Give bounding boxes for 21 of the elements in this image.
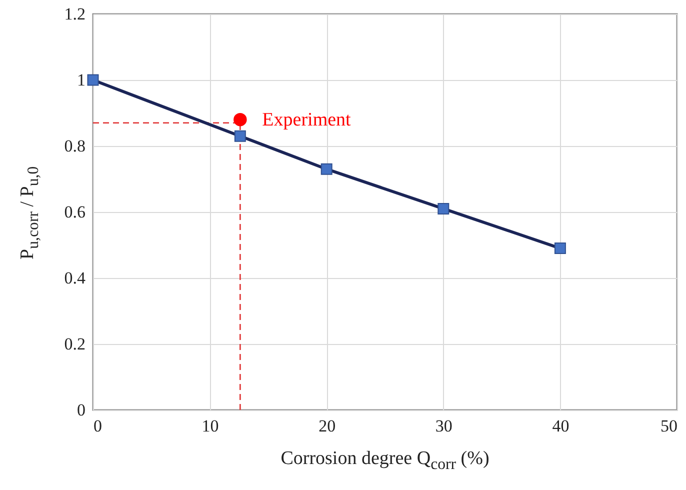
point — [554, 242, 566, 254]
point — [87, 74, 99, 86]
point — [234, 130, 246, 142]
y-tick-label: 0.8 — [64, 136, 86, 156]
point — [438, 202, 450, 214]
y-tick-label: 1.2 — [64, 4, 86, 24]
x-tick-label: 20 — [318, 416, 336, 436]
x-axis-title: Corrosion degree Q$_{corr}$ (%) — [280, 448, 490, 474]
x-tick-label: 50 — [660, 416, 678, 436]
y-tick-label: 0.4 — [64, 268, 86, 288]
series-label: Experiment — [262, 110, 352, 131]
x-tick-label: 40 — [552, 416, 570, 436]
point — [234, 112, 247, 126]
point — [320, 163, 332, 175]
y-tick-label: 0 — [77, 400, 86, 420]
x-tick-label: 0 — [94, 416, 102, 436]
x-tick-label: 10 — [202, 416, 219, 436]
y-tick-label: 0.2 — [64, 334, 86, 354]
y-tick-label: 1 — [77, 70, 86, 90]
y-tick-label: 0.6 — [64, 202, 86, 222]
x-tick-label: 30 — [435, 416, 452, 436]
